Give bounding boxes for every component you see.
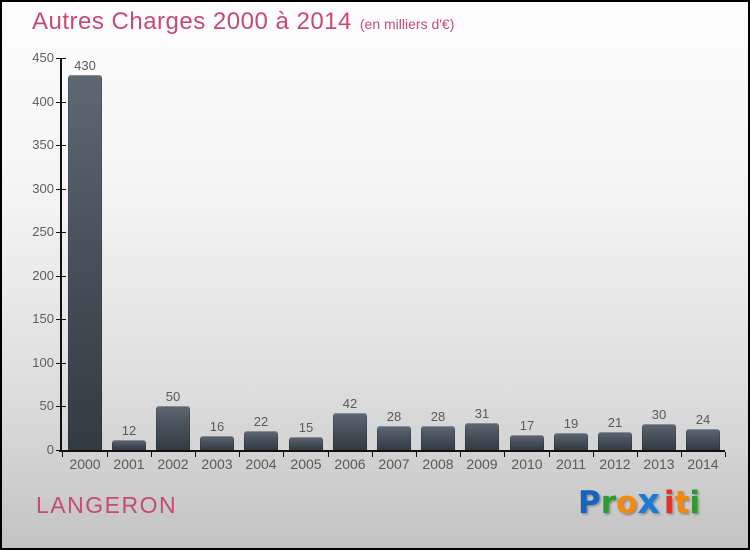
y-tick-mark (56, 58, 66, 59)
bar-value-label: 15 (298, 420, 314, 435)
y-tick-mark (56, 189, 66, 190)
x-tick-mark (416, 452, 417, 457)
x-tick-label: 2010 (511, 456, 543, 472)
bar-value-label: 21 (607, 415, 623, 430)
x-tick-mark (725, 452, 726, 457)
y-tick-mark (56, 102, 66, 103)
x-tick-label: 2007 (378, 456, 410, 472)
bar (421, 426, 455, 450)
bar (642, 424, 676, 450)
logo-letter-t: t (674, 485, 690, 521)
x-tick-mark (328, 452, 329, 457)
x-tick-label: 2006 (334, 456, 366, 472)
logo-letter-P: P (577, 485, 601, 521)
x-tick-mark (283, 452, 284, 457)
bar (68, 75, 102, 450)
x-tick-label: 2002 (157, 456, 189, 472)
y-tick-label: 250 (32, 224, 54, 239)
bar (333, 413, 367, 450)
y-tick-label: 150 (32, 311, 54, 326)
x-tick-label: 2005 (290, 456, 322, 472)
bar-value-label: 430 (74, 58, 96, 73)
x-tick-mark (62, 452, 63, 457)
y-tick-label: 200 (32, 268, 54, 283)
y-tick-label: 350 (32, 137, 54, 152)
place-name-label: LANGERON (36, 492, 178, 518)
y-tick-label: 50 (39, 398, 54, 413)
x-tick-mark (239, 452, 240, 457)
y-tick-mark (56, 450, 66, 451)
y-tick-mark (56, 145, 66, 146)
bar-value-label: 19 (563, 416, 579, 431)
y-tick-label: 100 (32, 355, 54, 370)
bar (156, 406, 190, 450)
logo-letter-i: i (689, 485, 700, 521)
y-tick-label: 300 (32, 181, 54, 196)
bar-value-label: 17 (519, 418, 535, 433)
bar (465, 423, 499, 450)
y-axis-line (60, 58, 62, 452)
x-tick-label: 2000 (69, 456, 101, 472)
bar-value-label: 42 (342, 396, 358, 411)
chart-title: Autres Charges 2000 à 2014 (en milliers d… (32, 8, 454, 36)
y-tick-label: 0 (46, 442, 54, 457)
x-tick-label: 2001 (113, 456, 145, 472)
x-tick-mark (504, 452, 505, 457)
bar-value-label: 16 (209, 419, 225, 434)
x-tick-mark (593, 452, 594, 457)
x-tick-label: 2012 (599, 456, 631, 472)
y-tick-mark (56, 363, 66, 364)
x-tick-mark (460, 452, 461, 457)
x-tick-mark (637, 452, 638, 457)
bar (510, 435, 544, 450)
x-tick-label: 2014 (687, 456, 719, 472)
x-tick-label: 2004 (245, 456, 277, 472)
bar-value-label: 31 (474, 406, 490, 421)
x-tick-label: 2008 (422, 456, 454, 472)
y-tick-mark (56, 406, 66, 407)
x-tick-mark (681, 452, 682, 457)
logo-letter-r: r (600, 485, 616, 521)
y-tick-mark (56, 276, 66, 277)
x-tick-label: 2011 (555, 456, 587, 472)
logo-letter-o: o (616, 485, 638, 521)
bar (554, 433, 588, 450)
x-tick-mark (549, 452, 550, 457)
bar (377, 426, 411, 450)
bar-value-label: 24 (695, 412, 711, 427)
y-tick-mark (56, 232, 66, 233)
proxiti-logo[interactable]: Prox iti (578, 484, 700, 521)
x-tick-mark (372, 452, 373, 457)
y-tick-mark (56, 319, 66, 320)
bar (112, 440, 146, 450)
chart-subtitle: (en milliers d'€) (359, 16, 455, 32)
bar-value-label: 22 (253, 414, 269, 429)
bar-value-label: 12 (121, 423, 137, 438)
x-axis-line (59, 450, 725, 452)
bar-value-label: 30 (651, 407, 667, 422)
bar (244, 431, 278, 450)
bar (200, 436, 234, 450)
chart-title-text: Autres Charges 2000 à 2014 (32, 8, 352, 35)
x-tick-mark (107, 452, 108, 457)
bar-value-label: 28 (386, 409, 402, 424)
logo-letter-x: x (637, 482, 660, 522)
x-tick-mark (151, 452, 152, 457)
bar (598, 432, 632, 450)
x-tick-label: 2009 (466, 456, 498, 472)
x-tick-label: 2003 (201, 456, 233, 472)
bar (289, 437, 323, 450)
x-tick-mark (195, 452, 196, 457)
y-tick-label: 450 (32, 50, 54, 65)
x-tick-label: 2013 (643, 456, 675, 472)
bar-value-label: 28 (430, 409, 446, 424)
logo-letter-i: i (663, 485, 675, 521)
bar (686, 429, 720, 450)
y-tick-label: 400 (32, 94, 54, 109)
bar-value-label: 50 (165, 389, 181, 404)
